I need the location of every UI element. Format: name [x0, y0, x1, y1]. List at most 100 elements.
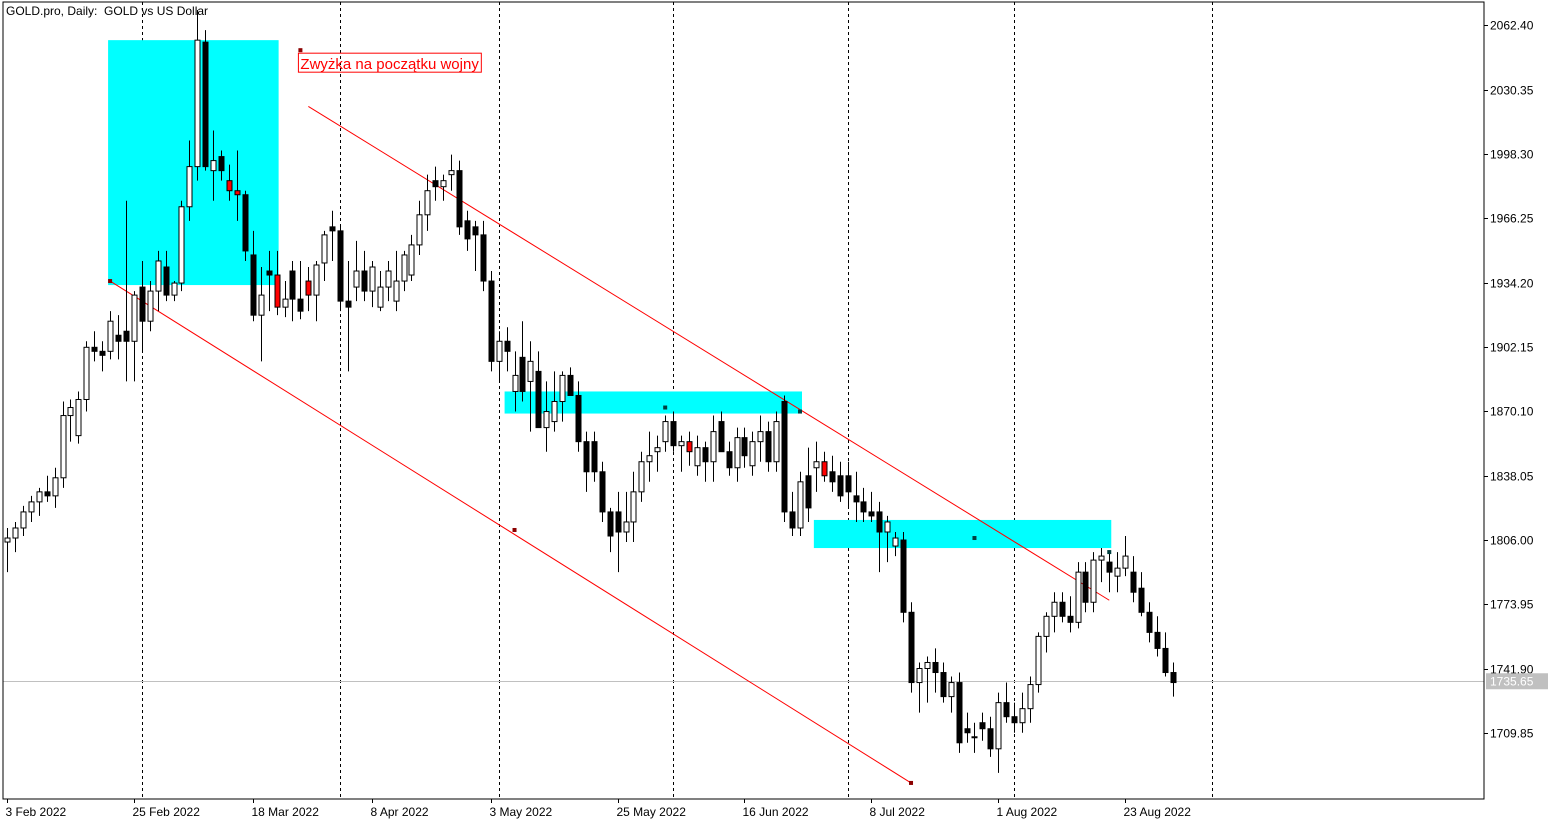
candle — [194, 10, 201, 181]
candle — [765, 421, 772, 472]
candle-body — [615, 511, 622, 533]
candle-body — [393, 280, 400, 302]
candle-body — [337, 230, 344, 302]
candle — [694, 435, 701, 476]
candle — [662, 415, 669, 452]
candle — [543, 381, 550, 452]
candle — [377, 271, 384, 312]
candle-body — [353, 270, 360, 288]
candle-body — [821, 461, 828, 477]
candle-body — [305, 280, 312, 296]
candle-body — [155, 260, 162, 292]
candle — [83, 341, 90, 412]
candle-body — [345, 300, 352, 308]
candle-body — [210, 160, 217, 172]
candle-body — [1170, 672, 1177, 684]
candle-body — [1027, 684, 1034, 710]
anchor-point — [1107, 550, 1112, 555]
candle — [1146, 602, 1153, 643]
candle — [789, 491, 796, 537]
x-tick-label: 18 Mar 2022 — [252, 805, 320, 819]
candle-body — [131, 294, 138, 342]
candle — [226, 164, 233, 201]
candle — [440, 174, 447, 201]
candle — [575, 381, 582, 452]
candle — [860, 487, 867, 522]
candle-body — [1067, 615, 1074, 623]
candle — [448, 154, 455, 191]
candle-body — [274, 274, 281, 308]
current-price-tag — [1486, 673, 1548, 690]
annotation-layer: Zwyżka na początku wojny — [297, 52, 482, 73]
candle — [274, 250, 281, 316]
candle — [369, 260, 376, 308]
candle — [488, 271, 495, 372]
candle-body — [900, 539, 907, 613]
candle-body — [853, 495, 860, 503]
candle — [1043, 612, 1050, 653]
candle — [1003, 682, 1010, 723]
candle-body — [956, 682, 963, 744]
zone-rectangle — [108, 40, 279, 286]
annotation-frame — [297, 52, 482, 73]
candle — [908, 602, 915, 693]
candle — [75, 391, 82, 444]
candle — [480, 220, 487, 292]
y-tick-label: 1806.00 — [1490, 534, 1534, 548]
candle — [250, 230, 257, 322]
y-tick-label: 1966.25 — [1490, 212, 1534, 226]
candle-body — [258, 294, 265, 316]
candle-body — [924, 661, 931, 670]
candle-body — [20, 511, 27, 529]
candle-body — [202, 41, 209, 168]
y-tick-label: 1902.15 — [1490, 341, 1534, 355]
candle-body — [1059, 601, 1066, 617]
candle-body — [139, 286, 146, 322]
candle — [1027, 676, 1034, 723]
candle — [44, 475, 51, 502]
candle-body — [321, 234, 328, 264]
candle — [36, 487, 43, 516]
candle-body — [99, 350, 106, 356]
candle-body — [52, 477, 59, 497]
y-tick-label: 1709.85 — [1490, 727, 1534, 741]
candle — [115, 315, 122, 360]
candle — [1162, 632, 1169, 677]
candle — [210, 130, 217, 201]
candle — [91, 331, 98, 362]
candle-body — [583, 441, 590, 473]
candle-body — [1098, 555, 1105, 561]
candle-body — [401, 254, 408, 282]
candle-body — [512, 374, 519, 392]
candle-body — [123, 330, 130, 342]
candle-body — [1035, 635, 1042, 686]
candle-body — [1146, 611, 1153, 633]
candle-body — [773, 421, 780, 463]
candle — [1082, 562, 1089, 613]
candle-body — [527, 360, 534, 382]
candle-body — [868, 511, 875, 517]
candle — [813, 441, 820, 492]
candle — [163, 250, 170, 302]
candle — [313, 260, 320, 322]
candle-body — [559, 374, 566, 403]
candle — [385, 260, 392, 302]
candle — [519, 321, 526, 402]
candle-body — [623, 521, 630, 533]
candle-body — [749, 441, 756, 467]
candle-body — [1130, 571, 1137, 593]
candle-body — [178, 206, 185, 284]
candle — [131, 291, 138, 382]
candle — [416, 200, 423, 255]
candle — [868, 491, 875, 522]
anchor-point — [972, 536, 977, 541]
candle-body — [845, 475, 852, 493]
x-tick-label: 25 May 2022 — [617, 805, 687, 819]
candle-body — [630, 491, 637, 523]
candle — [559, 371, 566, 422]
candle-body — [789, 511, 796, 529]
annotation-label: Zwyżka na początku wojny — [300, 56, 479, 73]
candle-body — [964, 728, 971, 734]
